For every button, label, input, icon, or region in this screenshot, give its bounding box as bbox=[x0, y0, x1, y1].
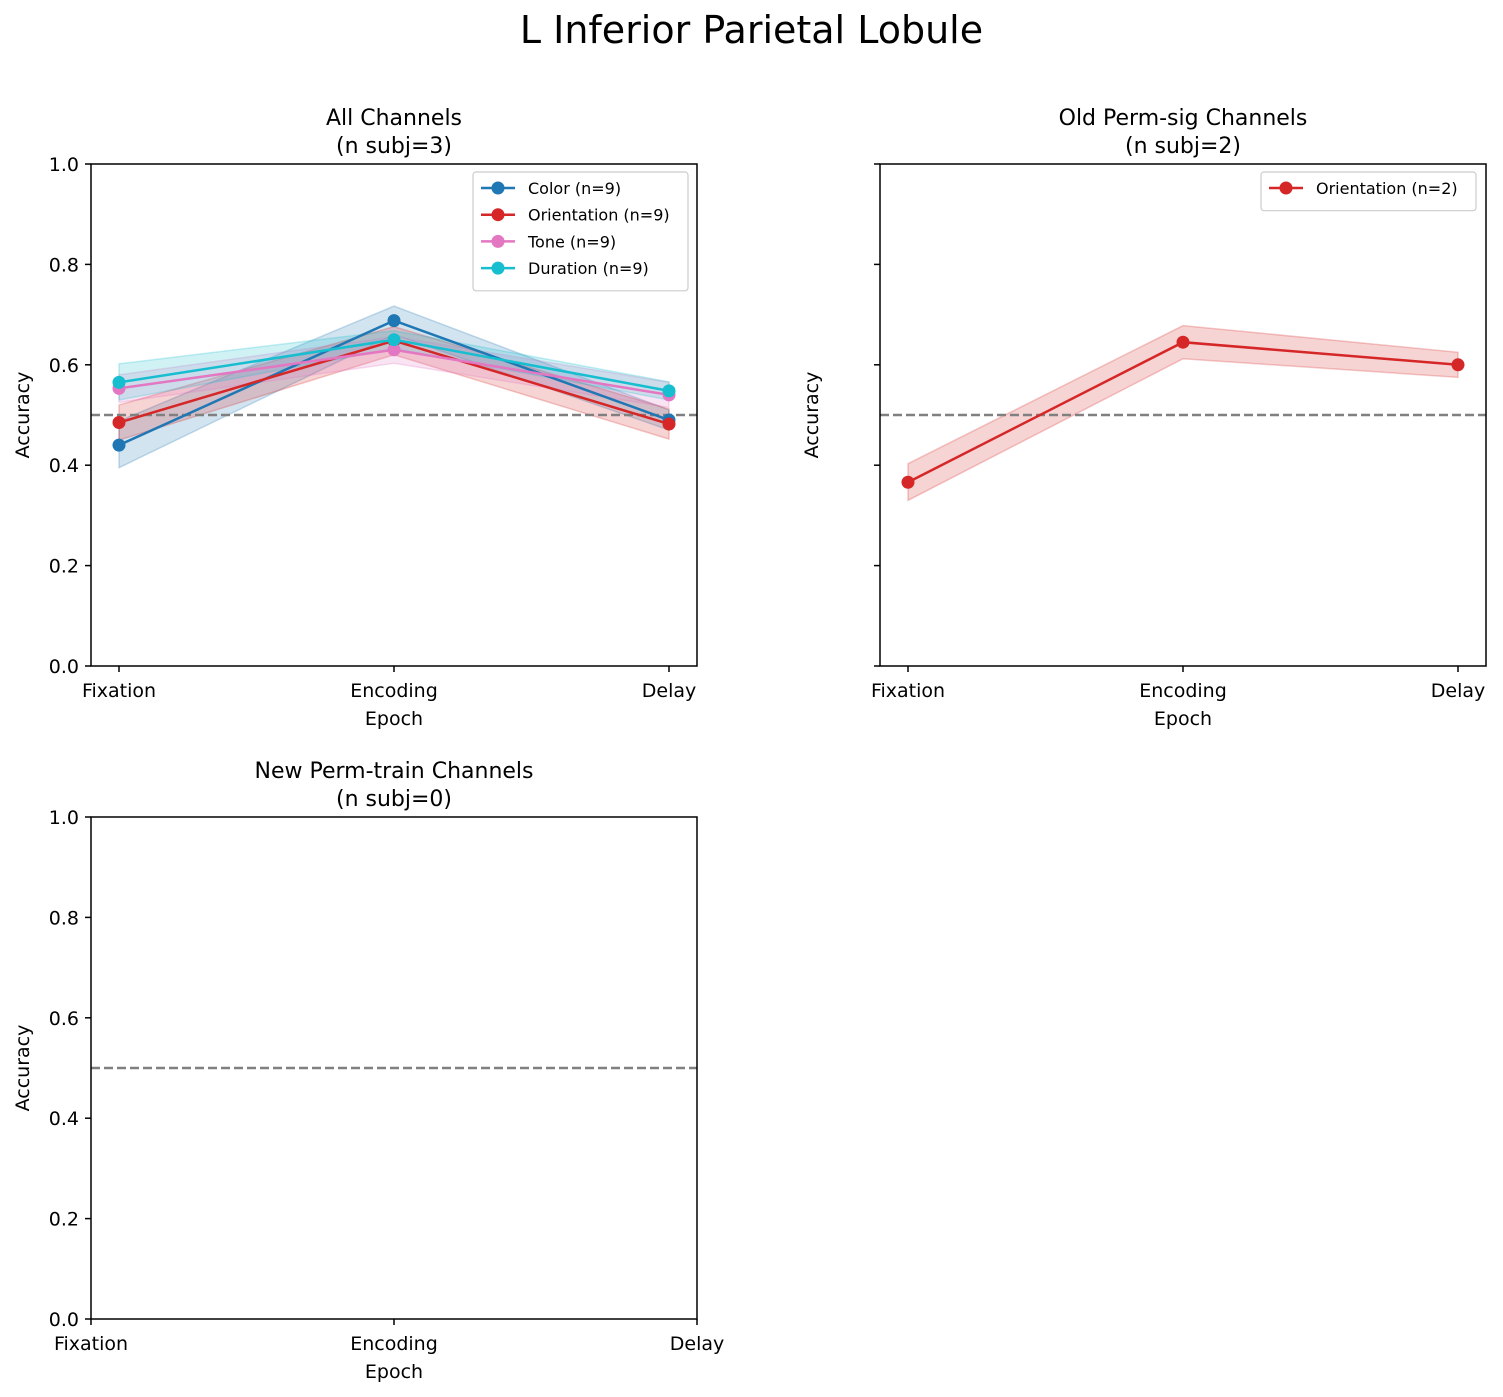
data-point bbox=[387, 314, 401, 328]
chart-title-line: (n subj=2) bbox=[1125, 134, 1241, 159]
legend-swatch-marker bbox=[1279, 181, 1293, 195]
legend-entry: Tone (n=9) bbox=[527, 232, 616, 251]
legend-entry: Duration (n=9) bbox=[528, 259, 649, 278]
y-tick-label: 0.4 bbox=[49, 455, 79, 477]
y-axis-label: Accuracy bbox=[801, 372, 823, 459]
chart-panel-1: All Channels (n subj=3) 0.0 0.2 0.4 0.6 0.8 1.0… bbox=[12, 106, 698, 730]
y-tick-label: 0.0 bbox=[49, 1309, 79, 1331]
y-tick-label: 0.6 bbox=[49, 355, 79, 377]
y-tick-label: 1.0 bbox=[49, 154, 79, 176]
legend-entry: Orientation (n=9) bbox=[528, 206, 670, 225]
x-tick-label: Fixation bbox=[871, 680, 945, 702]
figure-title: L Inferior Parietal Lobule bbox=[519, 8, 984, 52]
x-tick-label: Delay bbox=[642, 680, 697, 702]
data-point bbox=[662, 417, 676, 431]
x-tick-label: Fixation bbox=[54, 1333, 128, 1355]
legend: Orientation (n=2) bbox=[1260, 171, 1477, 212]
data-point bbox=[112, 416, 126, 430]
chart-title-line: Old Perm-sig Channels bbox=[1059, 106, 1308, 131]
y-tick-label: 0.8 bbox=[49, 907, 79, 929]
legend-frame bbox=[472, 171, 689, 292]
data-point bbox=[112, 438, 126, 452]
x-tick-label: Delay bbox=[1431, 680, 1486, 702]
legend-entry: Orientation (n=2) bbox=[1316, 179, 1458, 198]
data-point bbox=[662, 384, 676, 398]
y-tick-label: 0.6 bbox=[49, 1008, 79, 1030]
error-band bbox=[907, 324, 1459, 502]
chart-title-line: New Perm-train Channels bbox=[254, 759, 533, 784]
legend-swatch-marker bbox=[491, 234, 505, 248]
y-axis-label: Accuracy bbox=[12, 1025, 34, 1112]
chart-title-line: (n subj=0) bbox=[336, 787, 452, 812]
chart-panel-2: Old Perm-sig Channels (n subj=2) Fixation E… bbox=[801, 106, 1487, 730]
data-point bbox=[387, 333, 401, 347]
legend-entry: Color (n=9) bbox=[528, 179, 621, 198]
y-tick-label: 0.2 bbox=[49, 556, 79, 578]
x-tick-label: Encoding bbox=[350, 1333, 438, 1355]
y-tick-label: 0.0 bbox=[49, 656, 79, 678]
data-point bbox=[1176, 335, 1190, 349]
x-axis-label: Epoch bbox=[365, 708, 423, 730]
x-tick-label: Delay bbox=[670, 1333, 725, 1355]
chart-panel-3: New Perm-train Channels (n subj=0) 0.0 0.2 0… bbox=[12, 759, 724, 1383]
x-tick-label: Encoding bbox=[1139, 680, 1227, 702]
y-tick-label: 0.8 bbox=[49, 254, 79, 276]
y-tick-label: 0.2 bbox=[49, 1209, 79, 1231]
chart-title-line: (n subj=3) bbox=[336, 134, 452, 159]
data-point bbox=[1451, 358, 1465, 372]
data-point bbox=[387, 343, 401, 357]
y-tick-label: 1.0 bbox=[49, 807, 79, 829]
y-tick-label: 0.4 bbox=[49, 1108, 79, 1130]
data-point bbox=[112, 375, 126, 389]
legend-swatch-marker bbox=[491, 208, 505, 222]
legend-swatch-marker bbox=[491, 261, 505, 275]
legend: Color (n=9) Orientation (n=9) Tone (n=9) Du… bbox=[472, 171, 689, 292]
x-tick-label: Fixation bbox=[82, 680, 156, 702]
legend-frame bbox=[1260, 171, 1477, 212]
x-axis-label: Epoch bbox=[1154, 708, 1212, 730]
data-point bbox=[901, 475, 915, 489]
legend-swatch-marker bbox=[491, 181, 505, 195]
chart-title-line: All Channels bbox=[326, 106, 462, 131]
x-axis-label: Epoch bbox=[365, 1361, 423, 1383]
y-axis-label: Accuracy bbox=[12, 372, 34, 459]
x-tick-label: Encoding bbox=[350, 680, 438, 702]
